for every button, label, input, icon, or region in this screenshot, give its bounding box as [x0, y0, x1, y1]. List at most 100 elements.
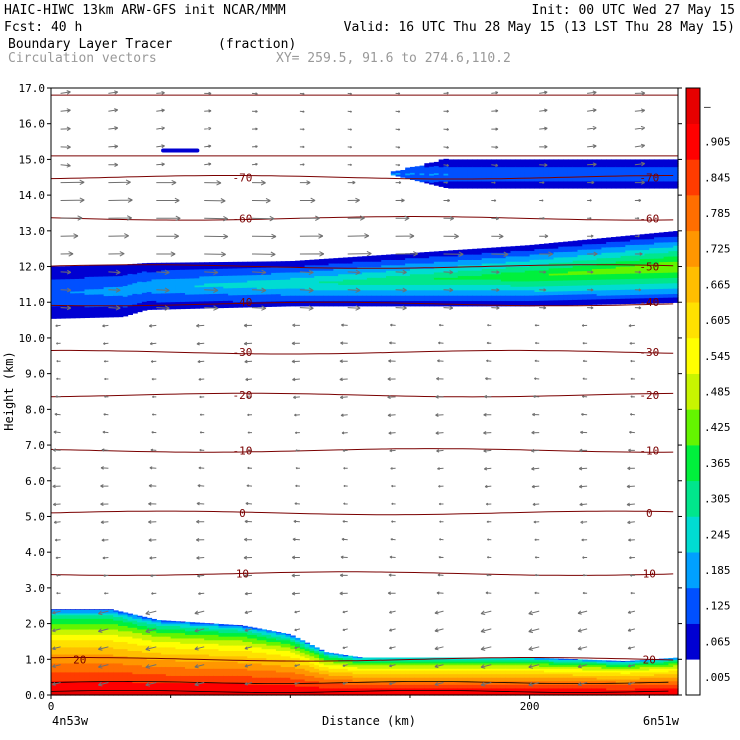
tracer-cell — [644, 664, 650, 668]
tracer-cell — [108, 609, 114, 612]
tracer-cell — [55, 636, 62, 639]
tracer-cell — [208, 263, 215, 266]
tracer-cell — [213, 632, 220, 635]
tracer-cell — [438, 677, 445, 680]
tracer-cell — [70, 661, 76, 664]
tracer-cell — [285, 657, 291, 660]
tracer-cell — [132, 616, 138, 619]
tracer-cell — [161, 620, 167, 623]
tracer-cell — [74, 267, 81, 271]
tracer-cell — [122, 636, 129, 639]
tracer-cell — [563, 662, 569, 666]
tracer-cell — [122, 686, 129, 689]
tracer-cell — [118, 630, 124, 634]
tracer-cell — [414, 673, 421, 676]
tracer-cell — [256, 645, 263, 648]
tracer-cell — [548, 659, 555, 662]
tracer-cell — [65, 266, 71, 269]
tracer-cell — [185, 671, 191, 675]
tracer-cell — [390, 684, 397, 687]
tracer-cell — [673, 691, 679, 694]
tracer-cell — [309, 680, 315, 684]
tracer-cell — [103, 653, 110, 657]
tracer-cell — [567, 675, 574, 678]
tracer-cell — [280, 693, 287, 696]
tracer-cell — [70, 645, 76, 648]
tracer-cell — [529, 677, 536, 680]
tracer-cell — [55, 682, 62, 685]
tracer-cell — [654, 666, 660, 669]
tracer-cell — [122, 655, 129, 659]
tracer-cell — [668, 693, 674, 696]
tracer-cell — [285, 693, 291, 696]
tracer-cell — [65, 682, 71, 685]
tracer-cell — [500, 687, 507, 691]
tracer-cell — [180, 648, 186, 651]
tracer-cell — [639, 677, 646, 680]
tracer-cell — [213, 295, 220, 298]
tracer-cell — [165, 301, 172, 305]
tracer-cell — [98, 671, 105, 675]
tracer-cell — [213, 657, 220, 660]
tracer-cell — [228, 632, 234, 635]
tracer-cell — [424, 664, 430, 668]
tracer-cell — [228, 691, 234, 694]
tracer-cell — [127, 684, 133, 687]
tracer-cell — [137, 653, 143, 657]
tracer-cell — [443, 686, 449, 689]
tracer-cell — [386, 673, 392, 676]
tracer-cell — [223, 675, 229, 678]
tracer-cell — [366, 684, 373, 687]
tracer-cell — [261, 664, 267, 668]
tracer-cell — [290, 678, 296, 682]
tracer-cell — [606, 670, 612, 673]
tracer-cell — [51, 648, 57, 651]
tracer-cell — [271, 652, 277, 655]
tracer-cell — [213, 641, 220, 644]
tracer-cell — [486, 659, 492, 662]
tracer-cell — [228, 645, 234, 648]
tracer-cell — [433, 680, 440, 684]
tracer-cell — [89, 677, 95, 680]
tracer-cell — [476, 682, 483, 685]
tracer-cell — [170, 659, 177, 662]
tracer-cell — [433, 668, 440, 671]
tracer-cell — [395, 686, 401, 689]
tracer-cell — [180, 661, 186, 664]
tracer-cell — [180, 623, 186, 626]
tracer-cell — [625, 673, 631, 676]
tracer-cell — [70, 289, 76, 292]
tracer-cell — [610, 664, 617, 668]
tracer-cell — [175, 292, 181, 295]
tracer-cell — [165, 671, 172, 675]
tracer-cell — [170, 271, 177, 274]
tracer-cell — [122, 618, 129, 621]
tracer-cell — [319, 670, 325, 673]
tracer-cell — [256, 657, 263, 660]
tracer-cell — [457, 666, 464, 669]
tracer-cell — [539, 686, 545, 689]
tracer-cell — [510, 661, 516, 664]
tracer-cell — [137, 636, 143, 639]
tracer-cell — [548, 687, 555, 691]
tracer-cell — [98, 646, 105, 650]
tracer-cell — [323, 670, 330, 673]
tracer-cell — [567, 668, 574, 671]
tracer-cell — [113, 632, 119, 635]
tracer-cell — [223, 293, 229, 296]
tracer-cell — [524, 691, 531, 694]
tracer-cell — [319, 661, 325, 664]
tracer-cell — [65, 630, 71, 634]
tracer-cell — [553, 668, 559, 671]
tracer-cell — [596, 675, 603, 678]
tracer-cell — [438, 678, 445, 682]
tracer-cell — [295, 678, 301, 682]
tracer-cell — [558, 693, 564, 696]
tracer-cell — [65, 312, 71, 315]
tracer-cell — [261, 653, 267, 657]
tracer-cell — [51, 689, 57, 693]
tracer-cell — [520, 678, 526, 682]
tracer-cell — [127, 292, 133, 296]
tracer-cell — [204, 262, 210, 264]
tracer-cell — [347, 678, 354, 682]
